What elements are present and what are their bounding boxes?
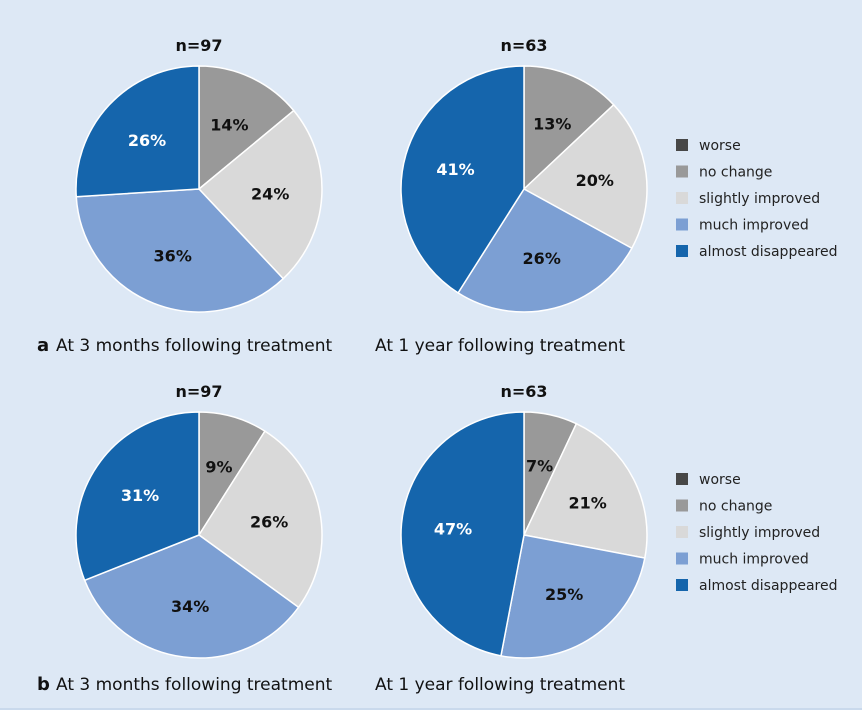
legend-b: worse no change slightly improved much impr… (676, 472, 837, 594)
pie-a-3-months-label-almost-disappeared: 26% (128, 131, 166, 150)
pie-b-3-months-label-slightly-improved: 26% (250, 513, 288, 532)
legend-swatch-worse (676, 473, 688, 485)
legend-swatch-much-improved (676, 218, 688, 231)
legend-label-almost-disappeared: almost disappeared (699, 244, 837, 260)
pie-a-1-year-slice-no-change (523, 65, 615, 191)
pie-a-3-months: 14% 24% 36% 26% (75, 65, 323, 313)
pie-b-1-year-label-almost-disappeared: 47% (434, 519, 472, 538)
pie-b-3-months-slice-almost-disappeared (75, 411, 200, 582)
legend-swatch-almost-disappeared (676, 245, 688, 257)
panel-b-letter: b (37, 674, 50, 695)
pie-a-1-year: 13% 20% 26% 41% (400, 65, 648, 313)
legend-label-no-change: no change (699, 499, 772, 515)
pie-a-3-months-label-much-improved: 36% (154, 246, 192, 265)
pie-b-3-months: 9% 26% 34% 31% (75, 411, 323, 659)
pie-b-1-year-caption: At 1 year following treatment (375, 675, 625, 695)
pie-a-1-year-slice-slightly-improved (522, 103, 648, 250)
pie-a-1-year-label-no-change: 13% (533, 115, 571, 134)
pie-b-3-months-slice-slightly-improved (197, 430, 323, 609)
pie-b-3-months-title: n=97 (175, 382, 222, 401)
legend-label-much-improved: much improved (699, 552, 809, 568)
legend-label-no-change: no change (699, 165, 772, 181)
legend-swatch-worse (676, 139, 688, 151)
pie-a-1-year-label-slightly-improved: 20% (576, 171, 614, 190)
pie-a-3-months-title: n=97 (175, 36, 222, 55)
pie-a-3-months-label-slightly-improved: 24% (251, 185, 289, 204)
pie-b-1-year: 7% 21% 25% 47% (400, 411, 648, 659)
pie-a-3-months-slice-slightly-improved (197, 109, 323, 280)
pie-b-1-year-label-no-change: 7% (526, 456, 553, 475)
legend-label-slightly-improved: slightly improved (699, 525, 820, 541)
pie-a-1-year-slice-almost-disappeared (400, 65, 525, 294)
pie-b-3-months-label-almost-disappeared: 31% (121, 486, 159, 505)
pie-b-3-months-slice-much-improved (83, 534, 300, 659)
legend-label-much-improved: much improved (699, 218, 809, 234)
panel-a-letter: a (37, 335, 49, 356)
pie-b-1-year-slice-much-improved (500, 534, 646, 659)
legend-swatch-no-change (676, 499, 688, 512)
pie-b-1-year-label-much-improved: 25% (545, 585, 583, 604)
legend-swatch-much-improved (676, 552, 688, 565)
legend-a: worse no change slightly improved much impr… (676, 138, 837, 260)
pie-b-1-year-title: n=63 (500, 382, 547, 401)
pie-a-1-year-slice-much-improved (457, 188, 633, 313)
pie-a-3-months-caption: At 3 months following treatment (56, 336, 333, 356)
pie-b-1-year-slice-almost-disappeared (400, 411, 525, 657)
pie-b-3-months-label-much-improved: 34% (171, 597, 209, 616)
pie-b-3-months-label-no-change: 9% (205, 458, 232, 477)
legend-label-worse: worse (699, 138, 741, 154)
pie-a-3-months-slice-much-improved (75, 188, 285, 313)
pie-a-1-year-caption: At 1 year following treatment (375, 336, 625, 356)
legend-label-almost-disappeared: almost disappeared (699, 578, 837, 594)
pie-b-3-months-caption: At 3 months following treatment (56, 675, 333, 695)
pie-a-1-year-title: n=63 (500, 36, 547, 55)
legend-swatch-slightly-improved (676, 192, 688, 204)
pie-a-1-year-label-almost-disappeared: 41% (436, 160, 474, 179)
legend-label-slightly-improved: slightly improved (699, 191, 820, 207)
pie-a-1-year-label-much-improved: 26% (523, 249, 561, 268)
pie-a-3-months-label-no-change: 14% (210, 115, 248, 134)
pie-b-1-year-label-slightly-improved: 21% (568, 494, 606, 513)
pie-a-3-months-slice-no-change (198, 65, 295, 191)
legend-swatch-no-change (676, 165, 688, 178)
legend-swatch-almost-disappeared (676, 579, 688, 591)
legend-label-worse: worse (699, 472, 741, 488)
pie-a-3-months-slice-almost-disappeared (75, 65, 200, 198)
legend-swatch-slightly-improved (676, 526, 688, 538)
pie-b-1-year-slice-slightly-improved (522, 422, 648, 559)
